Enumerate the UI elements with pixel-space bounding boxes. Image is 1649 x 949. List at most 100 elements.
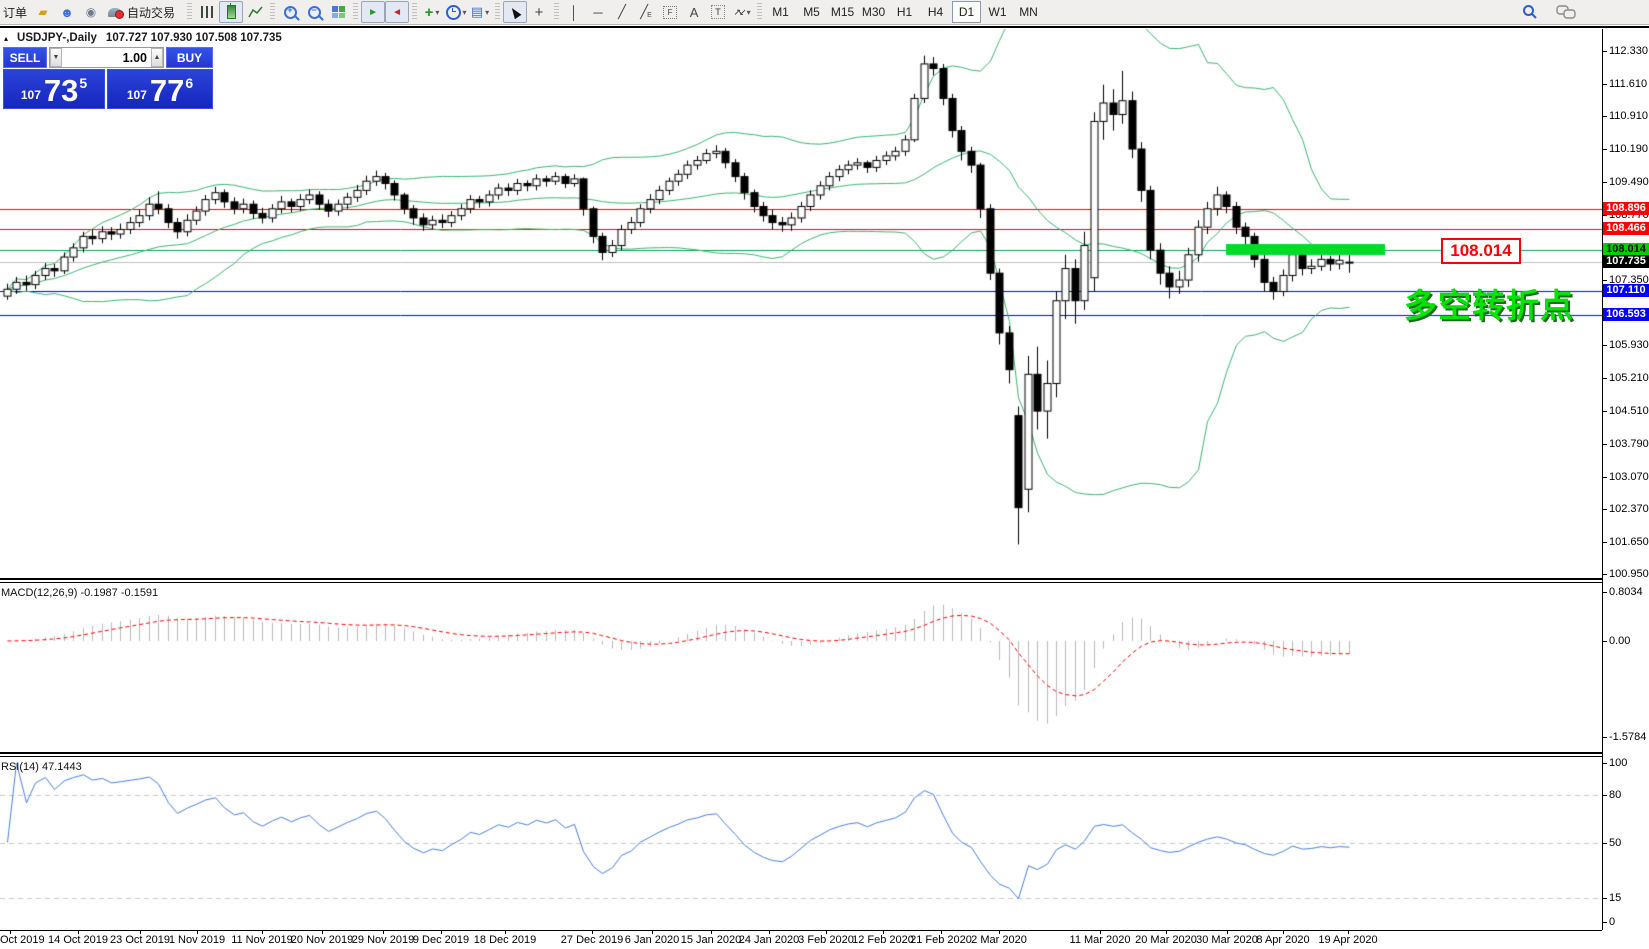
timeframe-W1[interactable]: W1 (988, 5, 1007, 19)
date-tick-label: 8 Apr 2020 (1256, 934, 1310, 946)
volume-stepper: ▼ ▲ (49, 47, 164, 68)
price-tick-label: 101.650 (1609, 536, 1649, 548)
shapes-icon[interactable]: ↗↙ ▾ (733, 6, 751, 17)
price-tick-label: 109.490 (1609, 176, 1649, 188)
toolbar-grip (353, 3, 359, 21)
horizontal-line-icon[interactable]: ─ (593, 4, 603, 20)
candlestick-chart-icon[interactable] (219, 1, 244, 23)
rsi-tick-label: 80 (1609, 789, 1622, 801)
volume-increase-button[interactable]: ▲ (151, 48, 163, 67)
rsi-tick (1603, 795, 1607, 796)
timeframe-M15[interactable]: M15 (830, 5, 855, 19)
date-tick-label: 24 Jan 2020 (738, 934, 800, 946)
autotrading-icon (108, 7, 125, 19)
timeframe-buttons: M1 M5 M15 M30 H1 H4 D1 W1 MN (765, 0, 1044, 24)
zoom-in-icon[interactable]: + (278, 1, 302, 23)
date-tick (441, 930, 442, 934)
tile-windows-icon[interactable] (326, 1, 350, 23)
date-tick (1283, 930, 1284, 934)
price-tick (1603, 149, 1607, 150)
date-tick-label: 14 Oct 2019 (48, 934, 108, 946)
auto-scroll-icon[interactable]: ► (361, 1, 386, 23)
chat-icon[interactable] (1555, 2, 1577, 22)
vertical-line-icon[interactable]: │ (569, 4, 579, 20)
macd-tick (1603, 737, 1607, 738)
volume-input[interactable] (62, 48, 151, 67)
macd-splitter[interactable] (0, 578, 1602, 583)
collapse-arrow-icon[interactable]: ▴ (4, 33, 9, 43)
timeframe-M30[interactable]: M30 (861, 5, 886, 19)
volume-decrease-button[interactable]: ▼ (50, 48, 62, 67)
sell-price-display[interactable]: 107 73 5 (3, 69, 105, 109)
timeframe-H1[interactable]: H1 (896, 5, 913, 19)
community-icon[interactable]: ☻ (60, 4, 74, 20)
date-tick-label: 3 Feb 2020 (798, 934, 854, 946)
rsi-splitter[interactable] (0, 752, 1602, 757)
rsi-tick (1603, 843, 1607, 844)
date-tick (592, 930, 593, 934)
rsi-tick-label: 0 (1609, 916, 1616, 928)
templates-button[interactable]: ▤ ▾ (470, 4, 490, 19)
signals-icon[interactable]: ◉ (85, 5, 97, 19)
sell-button[interactable]: SELL (3, 47, 47, 68)
crosshair-icon[interactable]: + (534, 3, 544, 21)
bar-chart-icon[interactable] (195, 1, 219, 23)
date-tick (10, 930, 11, 934)
date-tick-label: 30 Mar 2020 (1196, 934, 1258, 946)
timeframe-M5[interactable]: M5 (803, 5, 820, 19)
trendline-icon[interactable]: ╱ (618, 4, 626, 19)
text-label-icon[interactable]: T (706, 1, 730, 23)
toolbar-grip (412, 3, 418, 21)
periods-button[interactable]: ▾ (444, 1, 468, 23)
rsi-panel-canvas[interactable] (0, 757, 1602, 930)
date-tick (262, 930, 263, 934)
date-tick (505, 930, 506, 934)
channel-icon[interactable]: ╱ E (640, 4, 652, 19)
buy-price-display[interactable]: 107 77 6 (107, 69, 213, 109)
cursor-icon[interactable] (503, 1, 528, 23)
date-tick-label: 20 Mar 2020 (1135, 934, 1197, 946)
toolbar-grip (757, 3, 763, 21)
price-tick-label: 105.930 (1609, 339, 1649, 351)
date-tick-label: 11 Mar 2020 (1069, 934, 1131, 946)
macd-panel-canvas[interactable] (0, 583, 1602, 752)
new-order-button[interactable]: 订单 (3, 5, 28, 20)
one-click-trading-panel: SELL ▼ ▲ BUY 107 73 5 107 77 6 (3, 47, 213, 109)
timeframe-MN[interactable]: MN (1019, 5, 1038, 19)
macd-tick-label: 0.00 (1609, 635, 1631, 647)
price-tick (1603, 345, 1607, 346)
buy-button[interactable]: BUY (166, 47, 213, 68)
macd-indicator-label: MACD(12,26,9) -0.1987 -0.1591 (1, 587, 159, 599)
rsi-tick-label: 15 (1609, 892, 1622, 904)
price-tick (1603, 116, 1607, 117)
toolbar-grip (495, 3, 501, 21)
price-tick (1603, 542, 1607, 543)
line-chart-icon[interactable] (243, 1, 267, 23)
date-tick-label: 20 Nov 2019 (290, 934, 354, 946)
toolbar-grip (187, 3, 193, 21)
timeframe-M1[interactable]: M1 (772, 5, 789, 19)
date-tick (652, 930, 653, 934)
date-tick-label: 23 Oct 2019 (110, 934, 170, 946)
macd-tick (1603, 592, 1607, 593)
text-icon[interactable]: A (689, 4, 699, 20)
search-icon[interactable] (1519, 2, 1541, 22)
main-chart-canvas[interactable] (0, 29, 1602, 578)
zoom-out-icon[interactable]: − (302, 1, 326, 23)
price-tick-label: 112.330 (1609, 45, 1648, 57)
autotrading-button[interactable]: 自动交易 (103, 1, 184, 23)
date-tick (383, 930, 384, 934)
indicators-button[interactable]: + ▾ (424, 3, 440, 21)
price-axis: 112.330 111.610 110.910 110.190 109.490 108.7… (1602, 29, 1649, 930)
market-watch-icon[interactable]: ▰ (38, 5, 48, 19)
timeframe-D1[interactable]: D1 (952, 1, 982, 23)
toolbar-right-group (1519, 2, 1577, 22)
date-tick (197, 930, 198, 934)
price-tick (1603, 574, 1607, 575)
fibonacci-icon[interactable]: F (658, 1, 682, 23)
chart-shift-icon[interactable]: ◄ (385, 1, 410, 23)
macd-tick-label: -1.5784 (1609, 731, 1647, 743)
date-tick (941, 930, 942, 934)
timeframe-H4[interactable]: H4 (927, 5, 944, 19)
